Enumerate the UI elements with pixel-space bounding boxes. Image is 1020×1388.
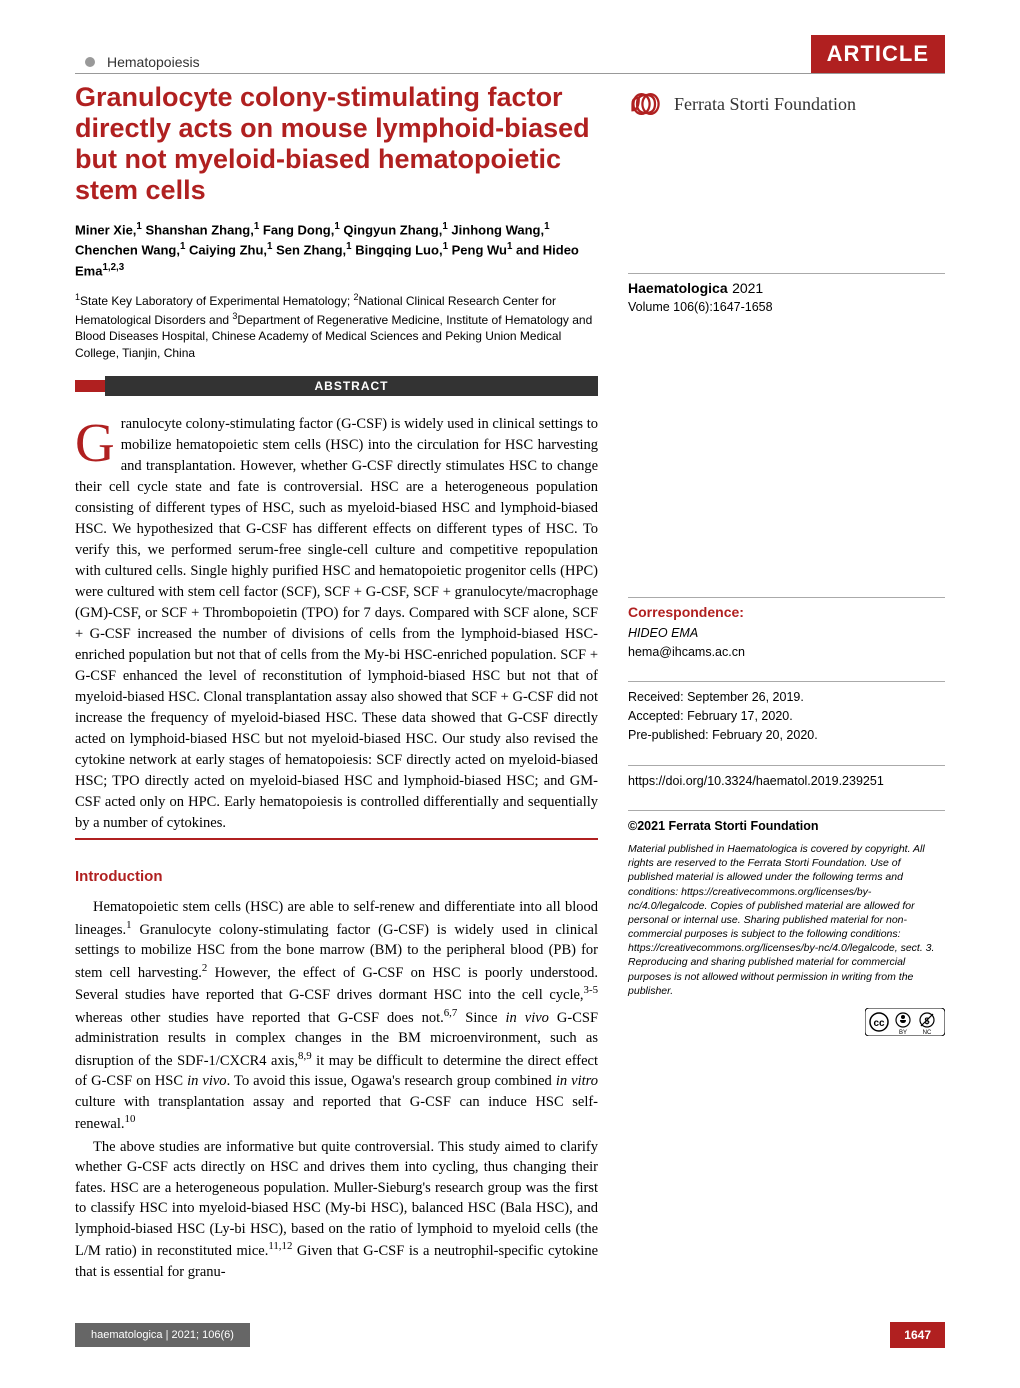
page-number: 1647 (890, 1322, 945, 1348)
section-label: Hematopoiesis (107, 54, 200, 70)
journal-info: Haematologica 2021 Volume 106(6):1647-16… (628, 273, 945, 317)
dropcap: G (75, 414, 121, 468)
copyright-body: Material published in Haematologica is c… (628, 842, 945, 998)
dates-section: Received: September 26, 2019. Accepted: … (628, 681, 945, 744)
abstract-body: Granulocyte colony-stimulating factor (G… (75, 414, 598, 840)
doi-section: https://doi.org/10.3324/haematol.2019.23… (628, 765, 945, 791)
article-banner: ARTICLE (811, 35, 945, 73)
received-date: Received: September 26, 2019. (628, 688, 945, 707)
correspondence-label: Correspondence: (628, 604, 945, 620)
svg-text:NC: NC (923, 1030, 932, 1036)
header-bar: Hematopoiesis ARTICLE (75, 35, 945, 74)
journal-name: Haematologica (628, 280, 728, 296)
abstract-header: ABSTRACT (75, 376, 598, 396)
prepublished-date: Pre-published: February 20, 2020. (628, 726, 945, 745)
abstract-label: ABSTRACT (105, 376, 598, 396)
copyright-section: ©2021 Ferrata Storti Foundation Material… (628, 810, 945, 1041)
doi-link[interactable]: https://doi.org/10.3324/haematol.2019.23… (628, 772, 945, 791)
main-column: Granulocyte colony-stimulating factor di… (75, 82, 598, 1284)
journal-volume: Volume 106(6):1647-1658 (628, 298, 945, 317)
footer-citation: haematologica | 2021; 106(6) (75, 1323, 250, 1347)
introduction-body: Hematopoietic stem cells (HSC) are able … (75, 897, 598, 1282)
correspondence-name: HIDEO EMA (628, 624, 945, 643)
svg-text:cc: cc (873, 1018, 885, 1029)
article-title: Granulocyte colony-stimulating factor di… (75, 82, 598, 206)
cc-license-badge: cc BY $ NC (628, 1008, 945, 1041)
intro-paragraph: The above studies are informative but qu… (75, 1137, 598, 1283)
copyright-title: ©2021 Ferrata Storti Foundation (628, 817, 945, 836)
accepted-date: Accepted: February 17, 2020. (628, 707, 945, 726)
foundation-name: Ferrata Storti Foundation (674, 94, 856, 115)
cc-license-icon: cc BY $ NC (865, 1008, 945, 1036)
affiliations: 1State Key Laboratory of Experimental He… (75, 291, 598, 362)
page-footer: haematologica | 2021; 106(6) 1647 (75, 1322, 945, 1348)
correspondence-section: Correspondence: HIDEO EMA hema@ihcams.ac… (628, 597, 945, 662)
abstract-accent-icon (75, 380, 105, 392)
intro-paragraph: Hematopoietic stem cells (HSC) are able … (75, 897, 598, 1134)
foundation-logo-icon (628, 90, 664, 118)
foundation-logo: Ferrata Storti Foundation (628, 90, 945, 118)
abstract-text: ranulocyte colony-stimulating factor (G-… (75, 416, 598, 831)
journal-year: 2021 (732, 280, 763, 296)
authors: Miner Xie,1 Shanshan Zhang,1 Fang Dong,1… (75, 220, 598, 281)
svg-text:BY: BY (899, 1030, 907, 1036)
introduction-heading: Introduction (75, 868, 598, 885)
header-dot-icon (85, 57, 95, 67)
correspondence-email: hema@ihcams.ac.cn (628, 643, 945, 662)
sidebar-column: Ferrata Storti Foundation Haematologica … (628, 82, 945, 1284)
